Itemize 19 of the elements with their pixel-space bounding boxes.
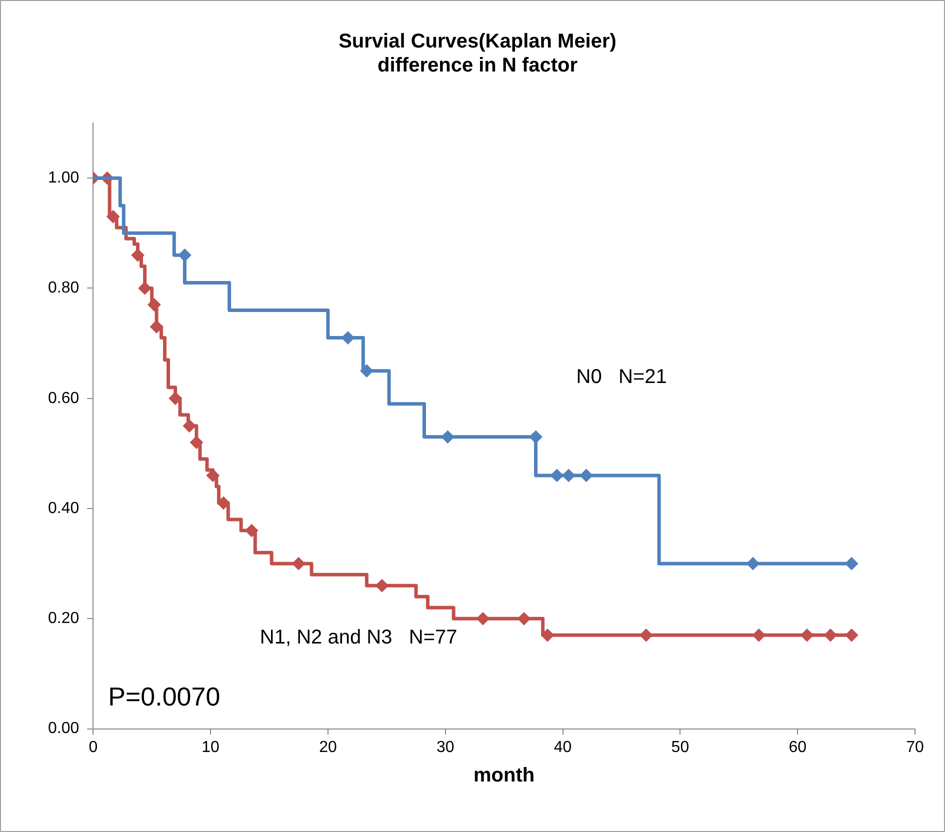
y-tick-label: 1.00 [48, 169, 80, 186]
x-tick-label: 10 [202, 738, 220, 756]
y-tick-label: 0.20 [48, 610, 80, 628]
annotation: N1, N2 and N3 N=77 [260, 626, 458, 648]
x-tick-label: 60 [788, 738, 807, 756]
annotation: N0 N=21 [576, 366, 667, 388]
x-tick-label: 50 [671, 738, 690, 756]
x-tick-label: 70 [906, 738, 924, 756]
y-tick-label: 0.40 [48, 500, 80, 517]
x-axis-title: month [474, 764, 535, 787]
annotation: P=0.0070 [108, 682, 220, 712]
x-tick-label: 0 [88, 738, 98, 756]
y-tick-label: 0.00 [48, 720, 80, 738]
y-tick-label: 0.60 [48, 390, 80, 407]
y-tick-label: 0.80 [48, 280, 80, 297]
x-tick-label: 40 [554, 738, 572, 756]
x-tick-label: 20 [319, 738, 337, 756]
chart-title: Survial Curves(Kaplan Meier) difference in N factor [338, 30, 616, 77]
x-tick-label: 30 [436, 738, 454, 756]
